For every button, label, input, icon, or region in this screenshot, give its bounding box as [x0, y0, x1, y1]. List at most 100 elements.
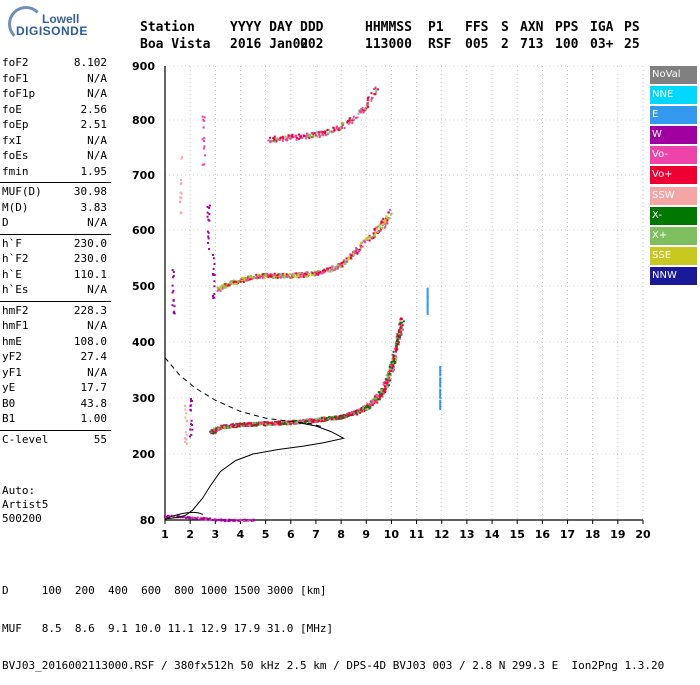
f2-echo-point	[356, 413, 359, 416]
legend-item-nne: NNE	[650, 86, 697, 105]
f2-echo-point	[384, 382, 387, 385]
f2-echo-point	[281, 420, 284, 423]
f2-echo-point	[359, 410, 362, 413]
e-layer-point	[164, 515, 167, 518]
e-layer-point	[201, 516, 204, 519]
sporadic-echo-point	[208, 206, 211, 209]
f2-echo-point	[399, 332, 402, 335]
param-row: h`F2 230.0	[0, 252, 111, 268]
sporadic-echo-point	[207, 241, 210, 244]
f2-echo-point	[394, 354, 397, 357]
f2-2hop-point	[232, 279, 235, 282]
header-value: 113000	[365, 37, 412, 52]
e-layer-point	[208, 517, 211, 520]
f2-3hop-point	[310, 131, 313, 134]
f2-echo-point	[243, 422, 246, 425]
f2-2hop-point	[241, 279, 244, 282]
f2-2hop-point	[237, 280, 240, 283]
sporadic-echo-point	[171, 276, 174, 279]
f2-2hop-point	[234, 280, 237, 283]
ionospheric-parameters-panel: foF2 8.102 foF1 N/A foF1p N/A foE 2.56 foEp 2.51 f…	[0, 56, 111, 448]
f2-2hop-point	[334, 268, 337, 271]
f2-2hop-point	[379, 229, 382, 232]
f2-echo-point	[388, 377, 391, 380]
f2-2hop-point	[385, 216, 388, 219]
f2-echo-point	[285, 422, 288, 425]
f2-echo-point	[221, 426, 224, 429]
f2-echo-point	[304, 419, 307, 422]
f2-2hop-point	[364, 237, 367, 240]
param-row: B0 43.8	[0, 397, 111, 413]
f2-2hop-point	[355, 249, 358, 252]
f2-2hop-point	[318, 272, 321, 275]
header-label: P1	[428, 20, 444, 35]
f2-3hop-point	[302, 135, 305, 138]
f2-2hop-point	[292, 274, 295, 277]
f2-2hop-point	[226, 284, 229, 287]
f2-echo-point	[386, 376, 389, 379]
f2-3hop-point	[376, 88, 379, 91]
f2-echo-point	[209, 430, 212, 433]
f2-echo-point	[219, 427, 222, 430]
f2-echo-point	[380, 394, 383, 397]
f2-3hop-point	[291, 133, 294, 136]
x-tick-label: 6	[287, 528, 295, 541]
f2-2hop-point	[299, 275, 302, 278]
sporadic-echo-point	[180, 182, 183, 185]
param-row: foEs N/A	[0, 149, 111, 165]
f2-2hop-point	[287, 273, 290, 276]
sporadic-echo-point	[211, 253, 214, 256]
f2-3hop-point	[367, 105, 370, 108]
f2-2hop-point	[386, 219, 389, 222]
f2-echo-point	[307, 419, 310, 422]
f2-echo-point	[229, 426, 232, 429]
f2-echo-point	[367, 405, 370, 408]
f2-echo-point	[282, 423, 285, 426]
f2-3hop-point	[276, 138, 279, 141]
f2-2hop-point	[219, 285, 222, 288]
f2-3hop-point	[268, 136, 271, 139]
f2-echo-point	[342, 414, 345, 417]
auto-code: 500200	[2, 512, 42, 525]
f2-echo-point	[226, 426, 229, 429]
f2-3hop-point	[295, 137, 298, 140]
y-tick-label: 700	[132, 169, 155, 182]
f2-2hop-point	[339, 265, 342, 268]
e-direction-point	[439, 377, 442, 380]
f2-2hop-point	[295, 276, 298, 279]
f2-2hop-point	[271, 275, 274, 278]
f2-echo-point	[394, 348, 397, 351]
f2-3hop-point	[299, 134, 302, 137]
param-key: h`Es	[2, 283, 29, 296]
f2-2hop-point	[269, 274, 272, 277]
e-layer-point	[224, 518, 227, 521]
f2-2hop-point	[329, 266, 332, 269]
f2-2hop-point	[315, 271, 318, 274]
x-tick-label: 19	[610, 528, 625, 541]
f2-3hop-point	[299, 136, 302, 139]
f2-3hop-point	[272, 137, 275, 140]
f2-3hop-point	[361, 107, 364, 110]
legend-item-w: W	[650, 126, 697, 145]
param-key: h`E	[2, 267, 22, 281]
f2-3hop-point	[299, 135, 302, 138]
f2-2hop-point	[360, 241, 363, 244]
f2-echo-point	[322, 420, 325, 423]
param-key: foF1p	[2, 87, 36, 100]
f2-echo-point	[388, 372, 391, 375]
sporadic-echo-point	[201, 163, 204, 166]
f2-echo-point	[353, 410, 356, 413]
f2-2hop-point	[374, 229, 377, 232]
sporadic-echo-point	[183, 404, 186, 407]
f2-2hop-point	[277, 273, 280, 276]
f2-3hop-point	[343, 127, 346, 130]
f2-echo-point	[248, 421, 251, 424]
header-label: PPS	[555, 20, 579, 35]
f2-echo-point	[277, 423, 280, 426]
e-direction-point	[426, 307, 429, 310]
e-direction-point	[439, 388, 442, 391]
f2-echo-point	[392, 354, 395, 357]
e-layer-point	[227, 520, 230, 523]
f2-2hop-point	[355, 247, 358, 250]
f2-2hop-point	[318, 271, 321, 274]
